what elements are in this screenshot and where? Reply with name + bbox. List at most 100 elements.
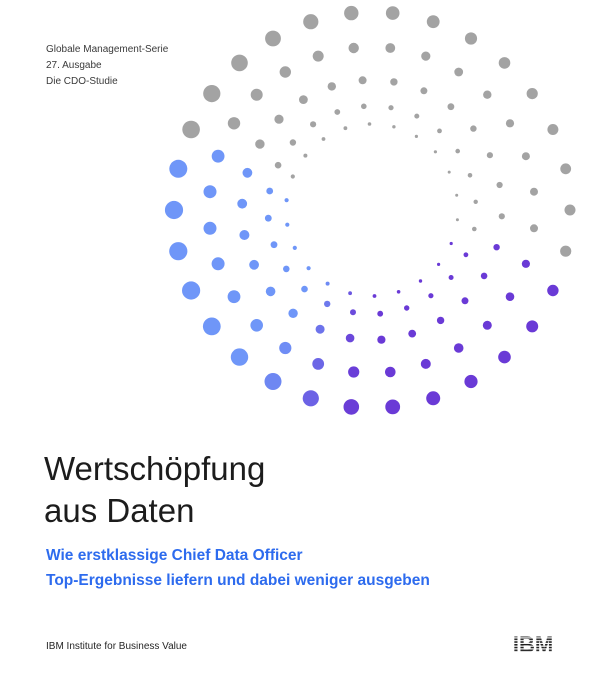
- decorative-dot: [414, 134, 418, 138]
- page-subtitle: Wie erstklassige Chief Data Officer Top-…: [46, 543, 430, 593]
- decorative-dot: [473, 199, 478, 204]
- decorative-dot: [290, 174, 295, 179]
- decorative-dot: [239, 230, 250, 240]
- decorative-dot: [274, 161, 282, 169]
- decorative-dot: [348, 42, 359, 54]
- decorative-dot: [227, 290, 241, 304]
- decorative-dot: [530, 187, 538, 196]
- decorative-dot: [284, 198, 289, 203]
- decorative-dot: [264, 373, 282, 390]
- decorative-dot: [203, 85, 221, 103]
- subtitle-line-1: Wie erstklassige Chief Data Officer: [46, 547, 303, 564]
- decorative-dot: [404, 305, 410, 311]
- decorative-dot: [449, 241, 453, 246]
- decorative-dot: [461, 297, 469, 305]
- ibm-logo-text: IBM: [513, 633, 553, 655]
- decorative-dot: [169, 159, 188, 178]
- decorative-dot: [526, 320, 539, 333]
- decorative-dot: [274, 114, 284, 124]
- decorative-dot: [454, 67, 464, 77]
- decorative-dot: [306, 266, 311, 271]
- decorative-dot: [433, 150, 437, 154]
- decorative-dot: [312, 358, 325, 370]
- decorative-dot: [453, 343, 464, 353]
- decorative-dot: [547, 284, 559, 297]
- decorative-dot: [230, 348, 249, 366]
- decorative-dot: [420, 358, 431, 369]
- decorative-dot: [264, 214, 272, 222]
- decorative-dot: [530, 224, 538, 233]
- series-name: Globale Management-Serie: [46, 44, 169, 55]
- decorative-dot: [343, 399, 360, 415]
- decorative-dot: [447, 103, 455, 111]
- institute-name: IBM Institute for Business Value: [46, 641, 187, 652]
- decorative-dot: [288, 308, 298, 318]
- decorative-dot: [377, 335, 386, 344]
- decorative-dot: [498, 350, 511, 364]
- decorative-dot: [428, 293, 434, 299]
- decorative-dot: [521, 152, 530, 161]
- decorative-dot: [505, 292, 515, 302]
- decorative-dot: [169, 242, 188, 261]
- decorative-dot: [324, 300, 331, 308]
- decorative-dot: [270, 241, 278, 249]
- decorative-dot: [292, 245, 297, 250]
- decorative-dot: [385, 399, 401, 415]
- decorative-dot: [289, 139, 297, 146]
- decorative-dot: [250, 319, 263, 332]
- decorative-dot: [421, 51, 431, 61]
- decorative-dot: [211, 149, 225, 163]
- decorative-dot: [325, 281, 330, 286]
- study-name: Die CDO-Studie: [46, 76, 118, 87]
- decorative-dot: [437, 262, 441, 266]
- decorative-dot: [472, 226, 477, 232]
- decorative-dot: [344, 5, 359, 21]
- decorative-dot: [203, 221, 217, 235]
- decorative-dot: [182, 120, 200, 139]
- decorative-dot: [203, 185, 217, 199]
- decorative-dot: [301, 285, 308, 293]
- decorative-dot: [361, 103, 367, 110]
- ibm-logo: IBM: [513, 633, 553, 655]
- decorative-dot: [377, 310, 384, 317]
- decorative-dot: [498, 213, 505, 220]
- decorative-dot: [505, 119, 515, 128]
- decorative-dot: [343, 126, 348, 131]
- decorative-dot: [182, 281, 201, 300]
- decorative-dot: [498, 57, 511, 69]
- decorative-dot: [385, 43, 396, 53]
- decorative-dot: [345, 333, 355, 343]
- decorative-dot: [299, 95, 308, 104]
- decorative-dot: [385, 366, 396, 378]
- decorative-dot: [392, 125, 396, 129]
- decorative-dot: [334, 109, 341, 115]
- decorative-dot: [470, 125, 477, 132]
- series-info: Globale Management-Serie 27. Ausgabe Die…: [46, 42, 168, 90]
- decorative-dot: [437, 128, 442, 134]
- decorative-dot: [265, 286, 276, 297]
- decorative-dot: [486, 152, 493, 159]
- decorative-dot: [358, 76, 367, 85]
- decorative-dot: [463, 252, 469, 258]
- decorative-dot: [302, 390, 319, 407]
- decorative-dot: [310, 121, 317, 128]
- decorative-dot: [279, 66, 291, 78]
- decorative-dot: [348, 291, 352, 296]
- decorative-dot: [388, 105, 394, 111]
- decorative-dot: [283, 265, 290, 273]
- decorative-dot: [237, 198, 248, 209]
- decorative-dot: [249, 259, 259, 270]
- decorative-dot: [227, 117, 241, 130]
- decorative-dot: [547, 124, 559, 135]
- decorative-dot: [372, 294, 377, 298]
- decorative-dot: [564, 204, 576, 216]
- decorative-dot: [420, 87, 428, 95]
- decorative-dot: [493, 244, 500, 251]
- decorative-dot: [560, 163, 572, 175]
- decorative-dot: [414, 113, 420, 119]
- decorative-dot: [385, 6, 400, 20]
- decorative-dot: [447, 170, 451, 174]
- decorative-dot: [250, 88, 263, 101]
- decorative-dot: [560, 245, 572, 257]
- decorative-dot: [164, 200, 184, 220]
